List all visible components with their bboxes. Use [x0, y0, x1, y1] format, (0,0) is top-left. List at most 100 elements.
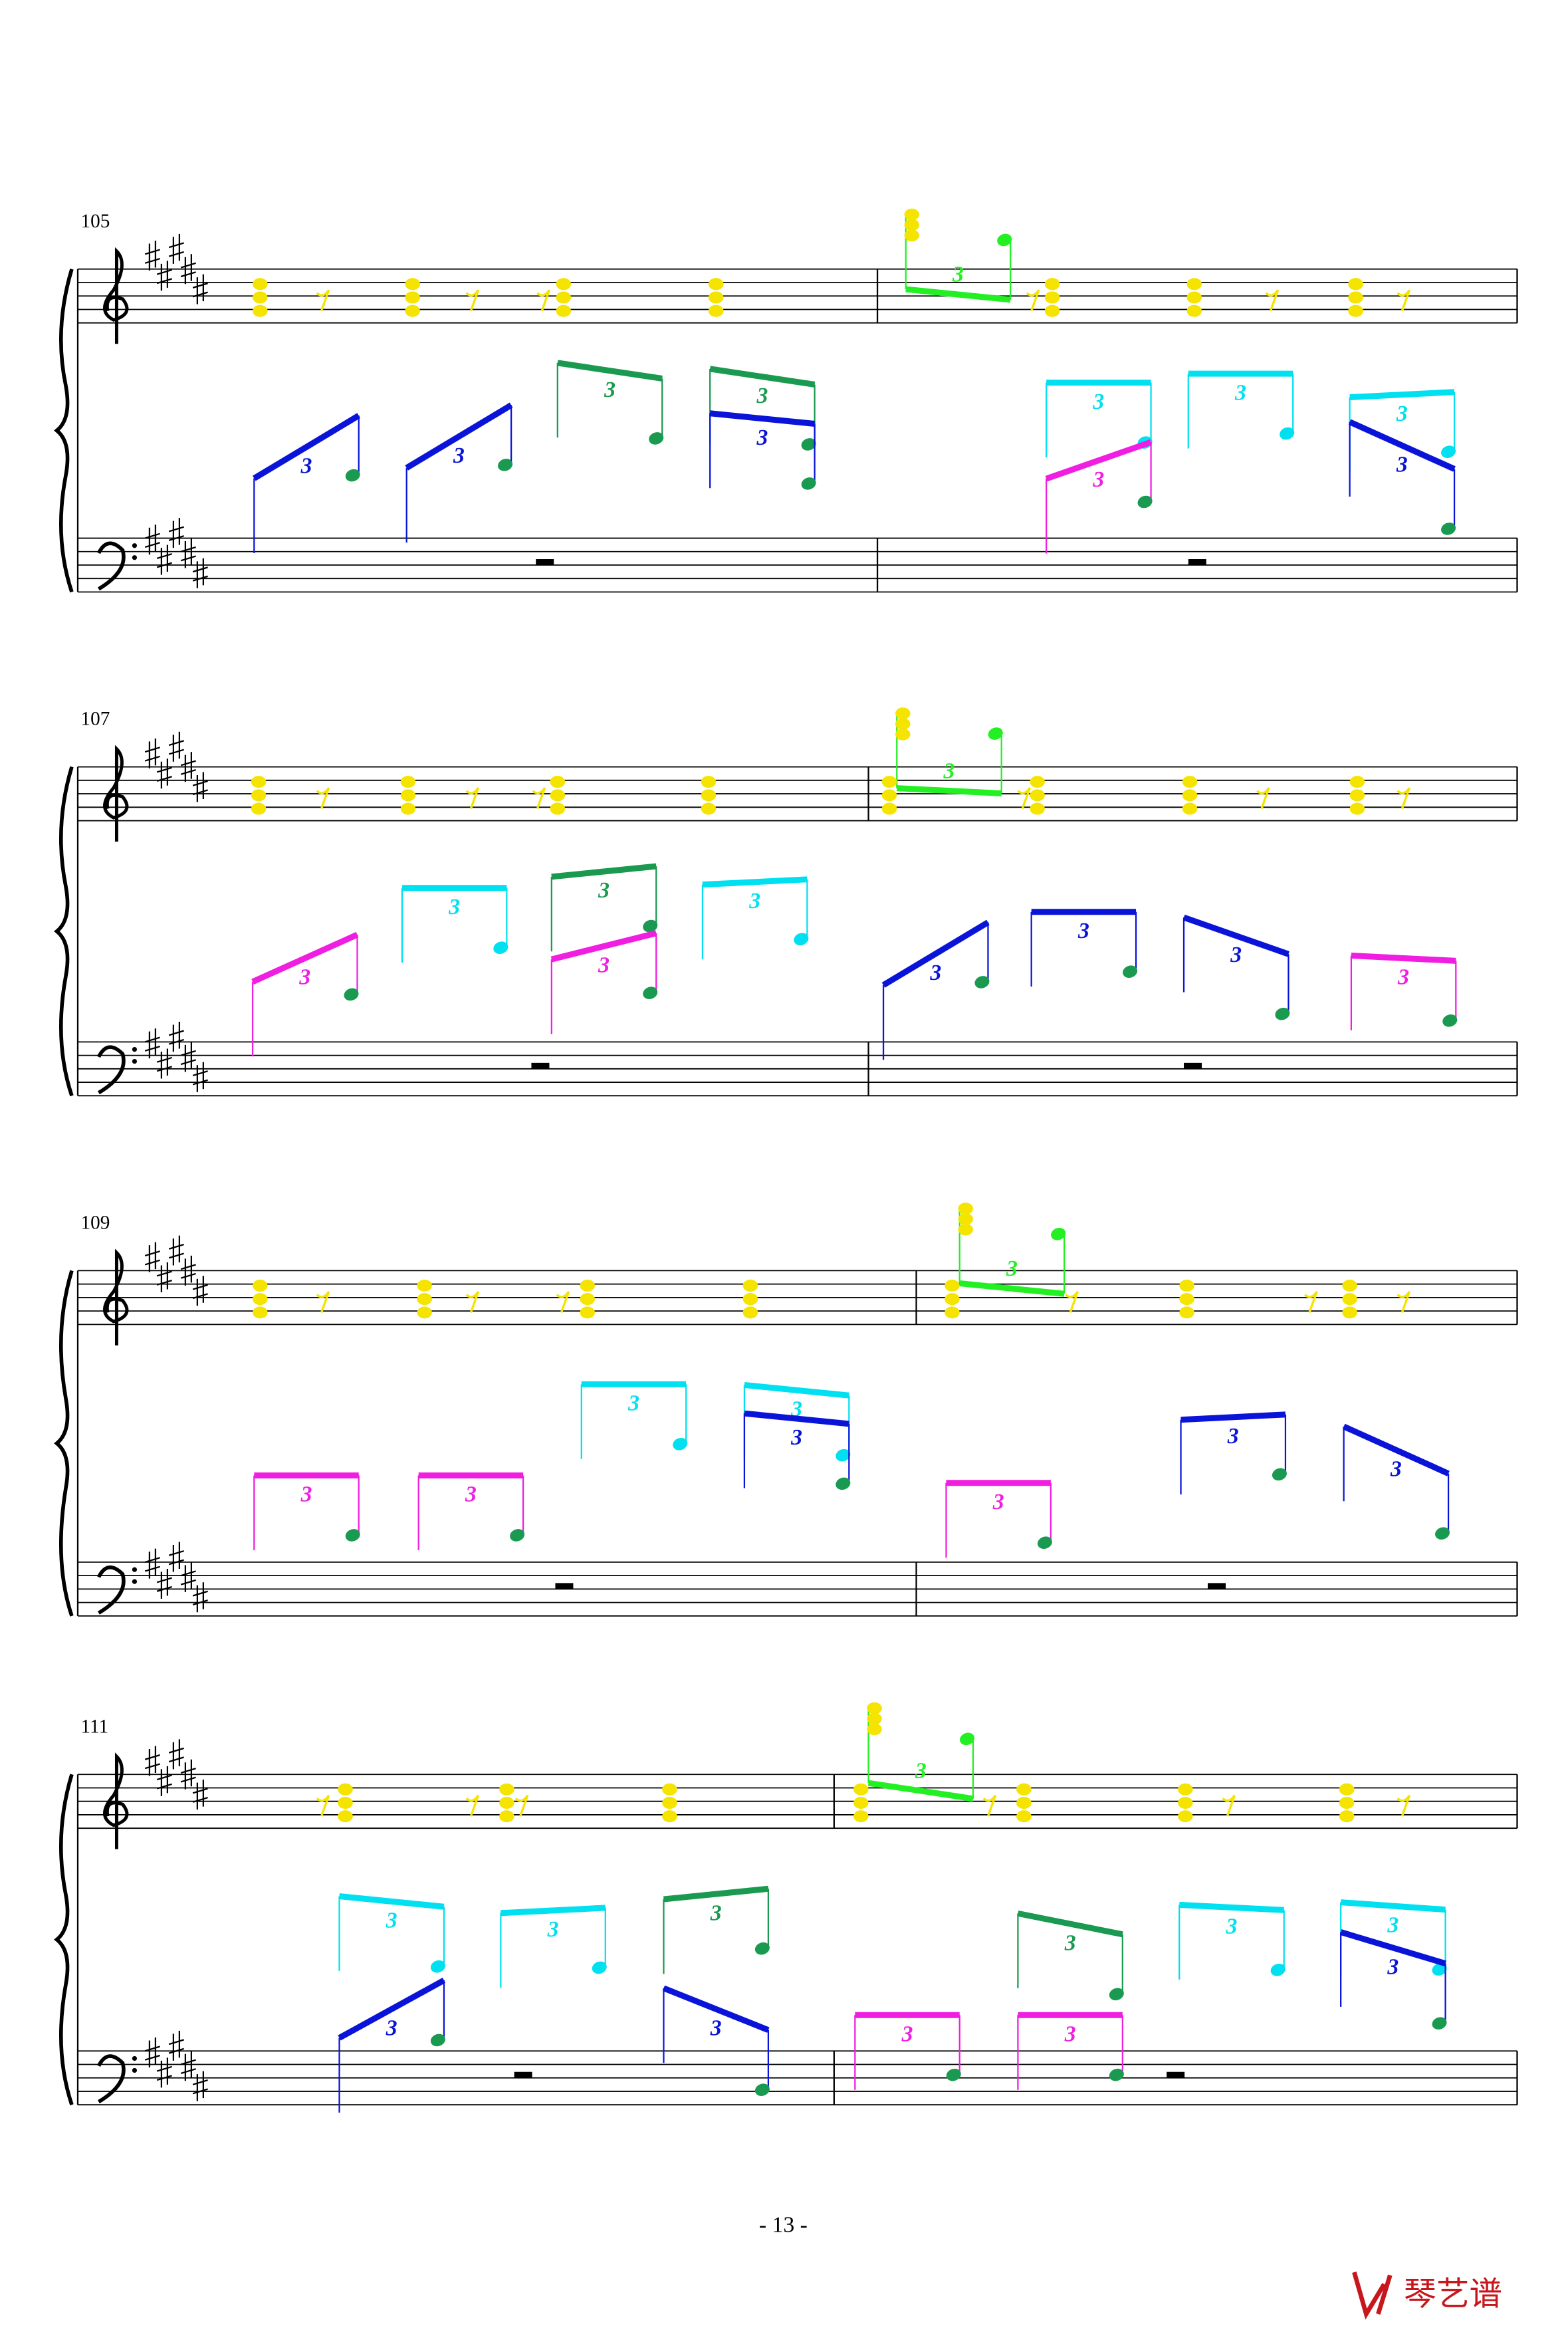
note-head — [556, 304, 572, 317]
note-head — [754, 1942, 770, 1955]
note-head — [958, 1223, 973, 1236]
eighth-rest — [1065, 1290, 1079, 1313]
note-head — [701, 776, 717, 788]
note-head — [895, 707, 911, 720]
note-head — [1178, 1783, 1193, 1796]
note-head — [958, 1213, 973, 1225]
beam — [1182, 914, 1289, 957]
sharp — [144, 738, 160, 768]
note-head — [338, 1796, 353, 1809]
note-head — [400, 789, 416, 802]
triplet-number: 3 — [1390, 1457, 1402, 1481]
beam — [551, 863, 657, 880]
note-head — [550, 776, 566, 788]
sharp — [144, 1028, 160, 1059]
sharp — [156, 758, 172, 789]
note-head — [946, 2068, 961, 2081]
note-head — [1182, 802, 1198, 815]
note-head — [417, 1306, 432, 1319]
brace — [54, 1774, 74, 2106]
note-head — [1179, 1306, 1194, 1319]
beam — [663, 1885, 769, 1903]
whole-rest — [555, 1583, 574, 1589]
note-head — [550, 802, 566, 815]
note-head — [556, 291, 572, 304]
sharp — [168, 731, 184, 762]
note-head — [345, 1529, 360, 1542]
sharp — [168, 1021, 184, 1052]
beam — [702, 876, 808, 888]
note-head — [881, 802, 897, 815]
note-head — [1441, 445, 1456, 458]
note-head — [1432, 2017, 1447, 2030]
beam — [1017, 1910, 1123, 1938]
eighth-rest — [1303, 1290, 1318, 1313]
note-head — [1348, 278, 1363, 291]
note-head — [592, 1961, 607, 1974]
triplet-number: 3 — [604, 378, 616, 402]
sharp — [156, 1048, 172, 1079]
note-head — [1339, 1796, 1355, 1809]
note-head — [1044, 304, 1060, 317]
note-head — [1348, 304, 1363, 317]
note-head — [836, 1477, 851, 1490]
triplet-number: 3 — [1234, 380, 1246, 405]
note-head — [701, 802, 717, 815]
whole-rest — [514, 2071, 532, 2078]
note-head — [1186, 304, 1202, 317]
sharp — [156, 1262, 172, 1293]
note-head — [1349, 776, 1365, 788]
note-head — [867, 1702, 882, 1714]
note-head — [1349, 789, 1365, 802]
note-head — [1179, 1279, 1194, 1292]
note-head — [400, 802, 416, 815]
note-head — [510, 1529, 525, 1542]
note-head — [405, 304, 420, 317]
triplet-number: 3 — [952, 263, 964, 287]
beam — [1179, 1901, 1284, 1913]
note-head — [662, 1783, 677, 1796]
sharp — [168, 233, 184, 264]
sharp — [144, 1548, 160, 1579]
eighth-rest — [1026, 289, 1040, 312]
note-head — [945, 1279, 960, 1292]
eighth-rest — [1017, 787, 1032, 810]
sharp — [156, 2057, 172, 2088]
note-head — [801, 438, 816, 451]
whole-rest — [1188, 559, 1206, 566]
triplet-number: 3 — [1396, 452, 1408, 477]
note-head — [253, 1306, 268, 1319]
triplet-number: 3 — [756, 425, 768, 450]
note-head — [708, 278, 724, 291]
note-head — [708, 304, 724, 317]
note-head — [253, 304, 268, 317]
sharp — [168, 1235, 184, 1266]
note-head — [251, 776, 267, 788]
note-head — [958, 1203, 973, 1215]
sharp — [192, 1582, 208, 1613]
eighth-rest — [465, 1290, 480, 1313]
note-head — [499, 1810, 514, 1823]
note-head — [1016, 1810, 1032, 1823]
note-head — [904, 208, 920, 221]
note-head — [794, 933, 809, 946]
note-head — [1349, 802, 1365, 815]
note-head — [1044, 291, 1060, 304]
note-head — [643, 987, 658, 999]
eighth-rest — [1397, 1290, 1411, 1313]
note-head — [1037, 1536, 1052, 1549]
note-head — [853, 1796, 869, 1809]
treble-clef — [103, 1752, 129, 1849]
note-head — [550, 789, 566, 802]
note-head — [580, 1306, 596, 1319]
whole-rest — [1167, 2071, 1185, 2078]
sharp — [168, 2030, 184, 2061]
note-head — [344, 988, 359, 1001]
note-head — [1179, 1293, 1194, 1306]
note-head — [945, 1306, 960, 1319]
beam — [959, 1280, 1065, 1297]
sharp — [180, 752, 196, 782]
note-head — [881, 789, 897, 802]
note-head — [1280, 427, 1295, 440]
beam — [744, 1410, 849, 1427]
